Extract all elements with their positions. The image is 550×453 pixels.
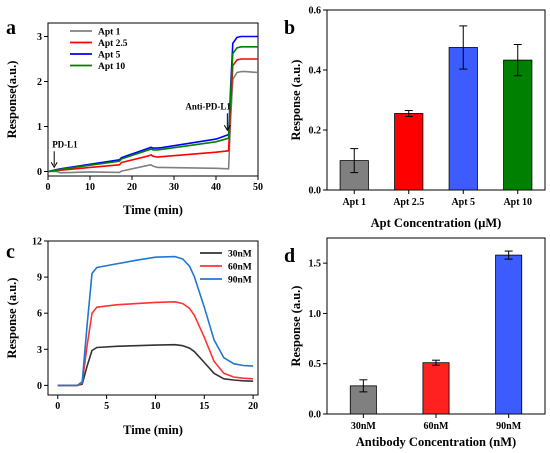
x-tick-label: Apt 10 xyxy=(503,197,532,208)
bar xyxy=(448,47,478,191)
x-tick-label: 30nM xyxy=(351,421,377,432)
annotation-arrowhead xyxy=(223,124,231,132)
y-tick-label: 0 xyxy=(37,167,42,178)
y-tick-label: 0.0 xyxy=(309,410,322,421)
x-tick-label: 15 xyxy=(199,401,209,412)
plot-frame xyxy=(47,22,259,177)
legend-label: Apt 1 xyxy=(98,28,121,38)
x-tick-label: 10 xyxy=(85,182,95,193)
y-tick-label: 0.2 xyxy=(309,126,322,137)
series-line xyxy=(57,300,254,387)
y-tick-label: 1.5 xyxy=(309,259,322,270)
y-tick-label: 1.0 xyxy=(309,309,322,320)
series-line xyxy=(47,58,258,173)
y-tick-label: 3 xyxy=(37,32,42,43)
x-tick-label: 30 xyxy=(169,182,179,193)
panel-label: b xyxy=(284,17,295,39)
plot-frame xyxy=(47,240,259,396)
legend-label: Apt 2.5 xyxy=(98,39,128,49)
y-tick-label: 0.0 xyxy=(309,186,322,197)
y-tick-label: 12 xyxy=(32,237,42,248)
legend-label: Apt 10 xyxy=(98,62,125,72)
legend-label: 90nM xyxy=(228,276,252,286)
panel-label: c xyxy=(6,241,15,263)
y-axis-label: Response (a.u.) xyxy=(289,60,303,141)
annotation-label: Anti-PD-L1 xyxy=(185,101,231,111)
bar xyxy=(422,362,450,415)
x-tick-label: Apt 5 xyxy=(451,197,475,208)
x-axis-label: Antibody Concentration (nM) xyxy=(356,435,516,449)
x-tick-label: 50 xyxy=(253,182,263,193)
x-tick-label: 10 xyxy=(150,401,160,412)
x-tick-label: Apt 1 xyxy=(342,197,366,208)
series-line xyxy=(47,45,258,173)
x-tick-label: 20 xyxy=(127,182,137,193)
x-tick-label: Apt 2.5 xyxy=(393,197,424,208)
panel-d: d Response (a.u.) Antibody Concentration (… xyxy=(284,237,546,449)
x-tick-label: 0 xyxy=(55,401,60,412)
bar xyxy=(495,254,523,415)
x-tick-label: 60nM xyxy=(424,421,450,432)
panel-label: a xyxy=(6,17,16,39)
series-line xyxy=(57,255,254,387)
x-axis-label: Time (min) xyxy=(123,203,183,217)
x-tick-label: 0 xyxy=(46,182,51,193)
annotation-arrowhead xyxy=(50,161,58,169)
panel-b: b Response (a.u.) Apt Concentration (μM) 0.… xyxy=(284,6,546,230)
legend-label: Apt 5 xyxy=(98,51,121,61)
y-tick-label: 1 xyxy=(37,122,42,133)
series-line xyxy=(47,35,258,173)
y-tick-label: 0.6 xyxy=(309,6,322,17)
panel-label: d xyxy=(284,245,295,267)
y-tick-label: 0.5 xyxy=(309,359,322,370)
x-axis-label: Time (min) xyxy=(123,423,183,437)
x-tick-label: 40 xyxy=(211,182,221,193)
y-tick-label: 9 xyxy=(37,273,42,284)
legend-label: 60nM xyxy=(228,263,252,273)
plot-frame xyxy=(326,9,546,191)
panel-c: c Response (a.u.) Time (min) 0 3 6 9 12 0 5 10 15 20… xyxy=(5,237,259,437)
x-tick-label: 90nM xyxy=(496,421,522,432)
y-axis-label: Response(a.u.) xyxy=(5,61,19,139)
bar xyxy=(394,113,424,191)
series-line xyxy=(57,343,254,387)
y-axis-label: Response (a.u.) xyxy=(5,278,19,359)
bar xyxy=(503,59,533,191)
y-tick-label: 0 xyxy=(37,381,42,392)
y-tick-label: 0.4 xyxy=(309,66,322,77)
x-tick-label: 5 xyxy=(104,401,109,412)
y-axis-label: Response (a.u.) xyxy=(289,286,303,367)
y-tick-label: 6 xyxy=(37,309,42,320)
x-tick-label: 20 xyxy=(248,401,258,412)
annotation-label: PD-L1 xyxy=(52,139,78,149)
series-line xyxy=(48,70,259,174)
y-tick-label: 3 xyxy=(37,345,42,356)
x-axis-label: Apt Concentration (μM) xyxy=(371,216,502,230)
y-tick-label: 2 xyxy=(37,77,42,88)
legend-label: 30nM xyxy=(228,250,252,260)
